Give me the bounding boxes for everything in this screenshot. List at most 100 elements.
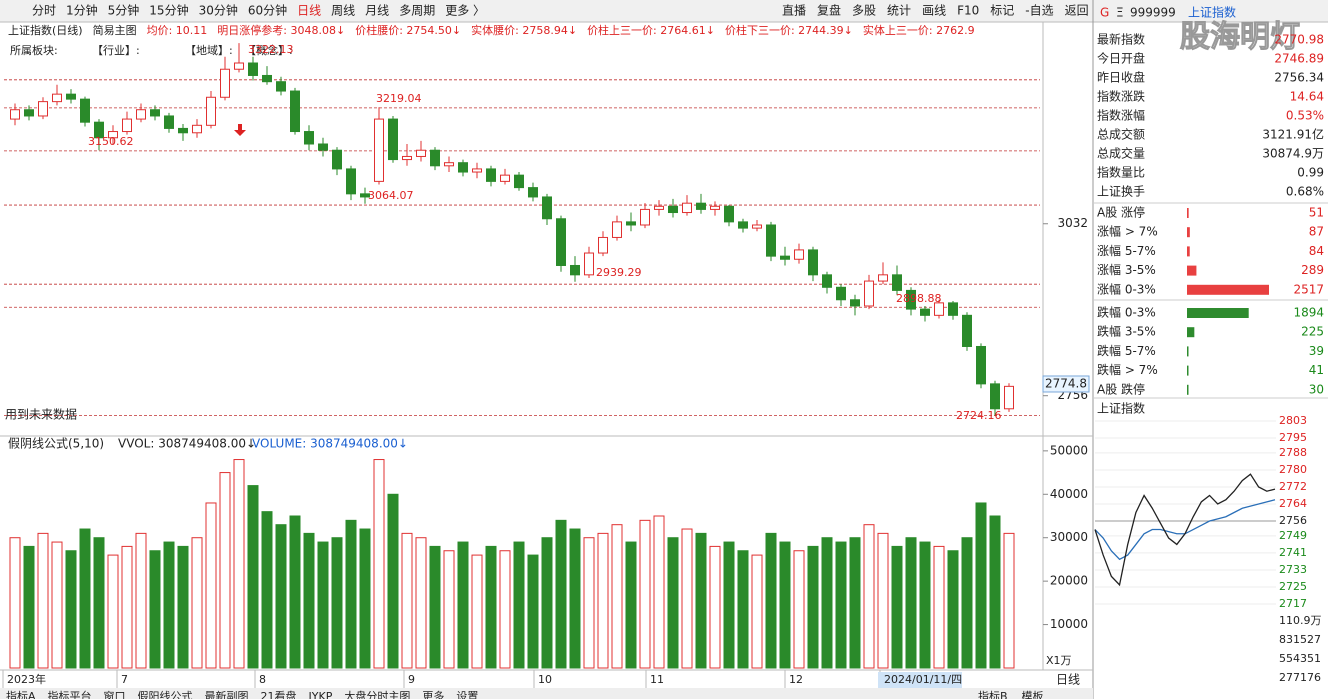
breadth-label: 涨幅 5-7% [1097, 243, 1156, 258]
candle-body [906, 289, 916, 310]
volume-bar [303, 532, 315, 669]
toolbar-button[interactable]: 统计 [887, 4, 911, 18]
volume-value: VOLUME: 308749408.00↓ [252, 437, 408, 451]
volume-bar [261, 511, 273, 669]
candle-body [94, 121, 104, 139]
toolbar-button[interactable]: 多股 [852, 4, 876, 18]
toolbar-button[interactable]: 多周期 [399, 4, 435, 18]
toolbar-button[interactable]: 60分钟 [248, 3, 287, 18]
breadth-bar [1187, 246, 1190, 257]
bottom-tab[interactable]: 最新副图 [205, 689, 249, 699]
candle-body [332, 149, 342, 170]
y-tick-label: 2741 [1279, 546, 1307, 559]
toolbar-button[interactable]: 标记 [990, 4, 1014, 18]
toolbar-button[interactable]: 周线 [331, 4, 355, 18]
toolbar-button[interactable]: -自选 [1025, 4, 1053, 18]
y-tick-label: 2795 [1279, 431, 1307, 444]
breadth-value: 289 [1301, 263, 1324, 277]
volume-title: 假阴线公式(5,10) [8, 437, 104, 451]
toolbar-button[interactable]: 返回 [1065, 4, 1089, 18]
toolbar-button[interactable]: 直播 [782, 4, 806, 18]
toolbar-button[interactable]: 月线 [365, 4, 389, 18]
bottom-tab[interactable]: 大盘分时主图 [344, 689, 410, 699]
info-item: 明日涨停参考: 3048.08↓ [217, 23, 345, 37]
volume-bar [527, 554, 539, 669]
toolbar-button[interactable]: 1分钟 [66, 3, 98, 18]
bottom-tab[interactable]: 指标平台 [48, 689, 92, 699]
breadth-label: 跌幅 0-3% [1097, 305, 1156, 320]
y-tick-label: 3032 [1057, 216, 1088, 230]
volume-bar [667, 537, 679, 669]
bottom-tab[interactable]: 指标A [6, 689, 36, 699]
bottom-tab[interactable]: 假阳线公式 [138, 689, 193, 699]
price-annotation: 3219.04 [376, 92, 422, 105]
volume-bar [233, 459, 245, 669]
price-line [1094, 473, 1276, 587]
bottom-tab[interactable]: 窗口 [104, 689, 126, 699]
bottom-tab[interactable]: 指标B [978, 689, 1008, 699]
candle-body [668, 205, 678, 214]
volume-bar [373, 459, 385, 669]
toolbar-button[interactable]: 15分钟 [149, 3, 188, 18]
candle-body [808, 249, 818, 276]
volume-bar [471, 554, 483, 669]
candle-body [178, 127, 188, 134]
candle-body [318, 143, 328, 151]
toolbar-button[interactable]: 复盘 [817, 3, 841, 18]
toolbar-button[interactable]: 日线 [297, 4, 321, 18]
toolbar-button[interactable]: 画线 [922, 4, 946, 18]
volume-bar [121, 545, 133, 669]
volume-bar [961, 537, 973, 669]
volume-bar [905, 537, 917, 669]
x-tick-label: 7 [121, 673, 128, 686]
volume-bar [9, 537, 21, 669]
breadth-bar [1187, 384, 1189, 395]
candle-body [500, 174, 510, 182]
breadth-bar [1187, 284, 1269, 295]
y-tick-label: 2772 [1279, 480, 1307, 493]
y-tick-label: 2788 [1279, 446, 1307, 459]
toolbar-button[interactable]: F10 [957, 4, 979, 18]
bottom-tab[interactable]: 更多 [422, 689, 444, 699]
breadth-value: 2517 [1293, 282, 1324, 296]
y-tick-label: 50000 [1050, 443, 1088, 457]
volume-tick-label: 831527 [1279, 633, 1321, 646]
candle-body [990, 383, 1000, 410]
volume-bar [401, 532, 413, 669]
toolbar-button[interactable]: 分时 [32, 4, 56, 18]
stat-label: 上证换手 [1097, 185, 1145, 199]
candle-body [416, 149, 426, 157]
price-annotation: 3322.13 [248, 43, 294, 56]
bottom-tab[interactable]: JYKP [308, 690, 333, 699]
info-item: 均价: 10.11 [147, 24, 208, 37]
volume-bar [135, 532, 147, 669]
candle-body [640, 208, 650, 226]
candle-body [1004, 385, 1014, 410]
bottom-tab[interactable]: 设置 [456, 690, 478, 699]
breadth-label: 跌幅 5-7% [1097, 343, 1156, 358]
avg-line [1094, 499, 1276, 561]
volume-bar [555, 519, 567, 669]
candle-body [850, 299, 860, 307]
breadth-value: 84 [1309, 244, 1324, 258]
volume-bar [919, 541, 931, 669]
stat-label: 指数量比 [1097, 165, 1145, 180]
candle-body [542, 196, 552, 220]
breadth-value: 30 [1309, 382, 1324, 396]
bottom-tab[interactable]: 模板 [1022, 689, 1044, 699]
toolbar-button[interactable]: 更多 〉 [445, 4, 485, 18]
volume-bar [877, 532, 889, 669]
candle-body [80, 98, 90, 123]
breadth-bar [1187, 265, 1197, 276]
volume-bar [891, 545, 903, 669]
bottom-tab[interactable]: 21看盘 [261, 689, 297, 699]
candle-body [738, 221, 748, 229]
volume-bar [191, 537, 203, 669]
y-tick-label: 2756 [1279, 514, 1307, 527]
stat-value: 2756.34 [1274, 71, 1324, 85]
candle-body [248, 62, 258, 76]
toolbar-button[interactable]: 5分钟 [108, 3, 140, 18]
toolbar-button[interactable]: 30分钟 [199, 3, 238, 18]
stat-value: 0.53% [1286, 109, 1324, 123]
volume-bar [485, 545, 497, 669]
